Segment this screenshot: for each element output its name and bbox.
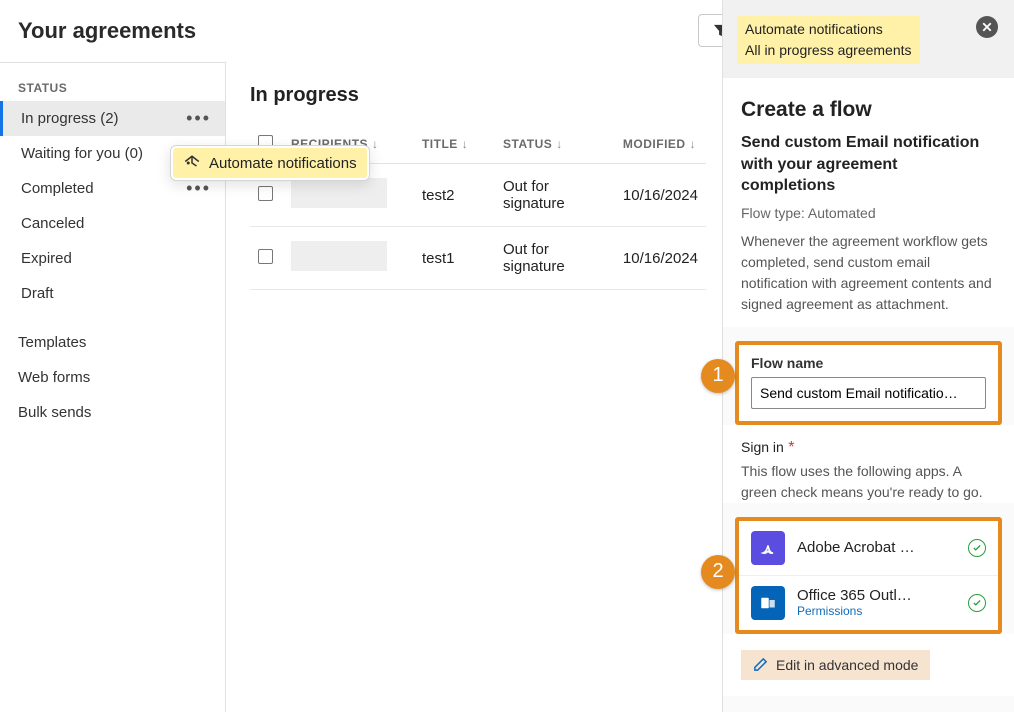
edit-advanced-label: Edit in advanced mode xyxy=(776,657,918,673)
tag-icon xyxy=(183,154,201,172)
sidebar-item-expired[interactable]: Expired xyxy=(0,241,225,276)
breadcrumb-line2: All in progress agreements xyxy=(745,40,912,61)
edit-advanced-button[interactable]: Edit in advanced mode xyxy=(741,650,930,680)
callout-1: 1 xyxy=(701,359,735,393)
main-heading: In progress xyxy=(250,84,706,107)
check-icon xyxy=(968,594,986,612)
cell-modified: 10/16/2024 xyxy=(615,227,706,290)
sidebar-item-label: In progress (2) xyxy=(21,110,119,127)
col-title[interactable]: TITLE xyxy=(422,137,458,151)
sidebar-link-bulksends[interactable]: Bulk sends xyxy=(0,395,225,430)
panel-subheading: Send custom Email notification with your… xyxy=(741,132,996,197)
sidebar-item-label: Waiting for you (0) xyxy=(21,145,143,162)
pencil-icon xyxy=(753,657,768,672)
sidebar-status-heading: STATUS xyxy=(0,71,225,101)
cell-title: test1 xyxy=(414,227,495,290)
callout-2: 2 xyxy=(701,555,735,589)
connectors-box: 2 Adobe Acrobat … Office 365 Outl… Permi… xyxy=(735,517,1002,634)
flow-name-input[interactable] xyxy=(751,377,986,409)
table-row[interactable]: test1 Out for signature 10/16/2024 xyxy=(250,227,706,290)
page-title: Your agreements xyxy=(18,18,686,44)
cell-title: test2 xyxy=(414,164,495,227)
connector-adobe[interactable]: Adobe Acrobat … xyxy=(739,521,998,576)
sidebar-item-label: Draft xyxy=(21,285,54,302)
connector-outlook[interactable]: Office 365 Outl… Permissions xyxy=(739,576,998,630)
cell-status: Out for signature xyxy=(495,164,615,227)
sidebar-item-label: Expired xyxy=(21,250,72,267)
flow-name-label: Flow name xyxy=(751,355,986,371)
col-status[interactable]: STATUS xyxy=(503,137,552,151)
panel-description: Whenever the agreement workflow gets com… xyxy=(741,231,996,315)
signin-hint: This flow uses the following apps. A gre… xyxy=(741,461,996,503)
sidebar-item-label: Completed xyxy=(21,180,94,197)
automate-popover-label: Automate notifications xyxy=(209,155,357,172)
col-modified[interactable]: MODIFIED xyxy=(623,137,686,151)
breadcrumb-line1: Automate notifications xyxy=(745,19,912,40)
close-icon xyxy=(981,21,993,33)
ellipsis-icon[interactable]: ••• xyxy=(186,115,211,122)
sidebar-link-templates[interactable]: Templates xyxy=(0,325,225,360)
right-panel: Automate notifications All in progress a… xyxy=(722,0,1014,712)
connector-name: Office 365 Outl… xyxy=(797,587,956,604)
required-asterisk: * xyxy=(788,439,794,456)
automate-popover[interactable]: Automate notifications xyxy=(170,145,370,181)
connector-name: Adobe Acrobat … xyxy=(797,539,956,556)
permissions-link[interactable]: Permissions xyxy=(797,604,956,618)
row-checkbox[interactable] xyxy=(258,186,273,201)
signin-label: Sign in xyxy=(741,439,784,455)
adobe-icon xyxy=(751,531,785,565)
sidebar-link-webforms[interactable]: Web forms xyxy=(0,360,225,395)
recipient-redacted xyxy=(291,178,387,208)
recipient-redacted xyxy=(291,241,387,271)
panel-flowtype: Flow type: Automated xyxy=(741,205,996,221)
sidebar-item-canceled[interactable]: Canceled xyxy=(0,206,225,241)
cell-status: Out for signature xyxy=(495,227,615,290)
panel-heading: Create a flow xyxy=(741,98,996,122)
close-button[interactable] xyxy=(976,16,998,38)
flow-name-box: 1 Flow name xyxy=(735,341,1002,425)
ellipsis-icon[interactable]: ••• xyxy=(186,185,211,192)
check-icon xyxy=(968,539,986,557)
cell-modified: 10/16/2024 xyxy=(615,164,706,227)
sidebar-item-in-progress[interactable]: In progress (2) ••• xyxy=(0,101,225,136)
panel-breadcrumb: Automate notifications All in progress a… xyxy=(737,16,920,64)
sidebar-item-label: Canceled xyxy=(21,215,84,232)
sidebar-item-draft[interactable]: Draft xyxy=(0,276,225,311)
row-checkbox[interactable] xyxy=(258,249,273,264)
outlook-icon xyxy=(751,586,785,620)
